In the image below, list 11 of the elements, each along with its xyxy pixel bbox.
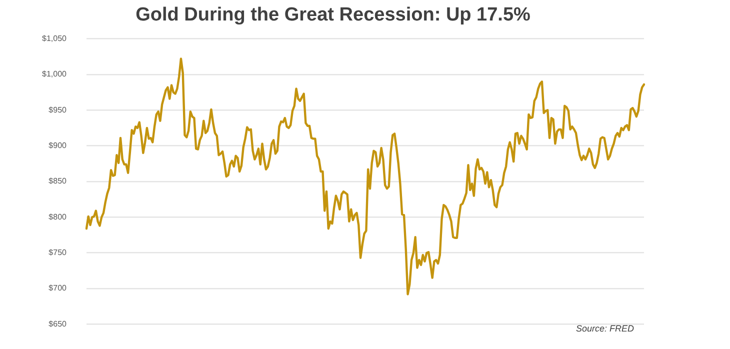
- y-tick-label: $650: [48, 319, 68, 328]
- annotation: Source: FRED: [576, 324, 634, 334]
- y-tick-label: $900: [48, 141, 68, 150]
- y-tick-label: $800: [48, 212, 68, 222]
- y-tick-label: $950: [48, 105, 68, 114]
- y-tick-label: $1,050: [42, 34, 68, 44]
- y-tick-label: $1,000: [42, 70, 68, 79]
- y-tick-label: $850: [48, 176, 68, 186]
- y-tick-label: $700: [48, 284, 68, 293]
- chart-title: Gold During the Great Recession: Up 17.5%: [136, 4, 531, 26]
- y-tick-label: $750: [48, 248, 68, 258]
